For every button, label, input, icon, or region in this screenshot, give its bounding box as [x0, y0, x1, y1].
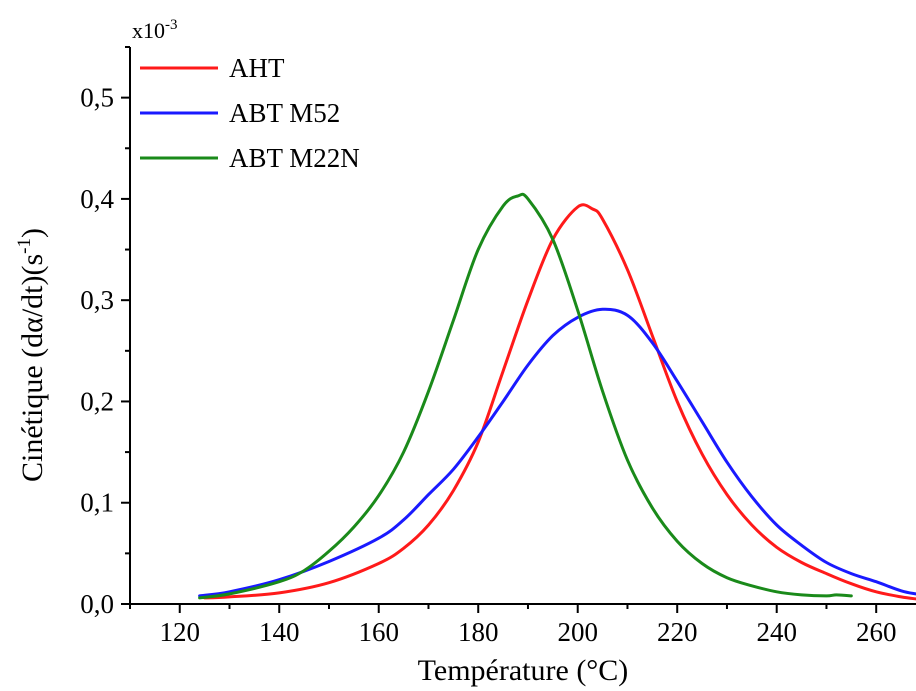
y-tick-label: 0,0	[80, 589, 114, 619]
y-ticks: 0,0 0,1 0,2 0,3 0,4 0,5	[80, 46, 130, 619]
series-line-2	[198, 307, 916, 598]
x-tick-label: 260	[856, 617, 897, 647]
x-tick-label: 140	[259, 617, 300, 647]
x-tick-label: 220	[657, 617, 698, 647]
y-multiplier-base: x10	[132, 18, 165, 43]
y-multiplier: x10-3	[132, 17, 178, 43]
y-tick-label: 0,1	[80, 488, 114, 518]
legend: AHT ABT M52 ABT M22N	[140, 53, 360, 173]
y-axis-title-end: )	[16, 228, 49, 238]
y-tick-label: 0,3	[80, 285, 114, 315]
x-tick-label: 180	[458, 617, 499, 647]
x-tick-label: 120	[159, 617, 200, 647]
legend-label: ABT M52	[229, 98, 340, 128]
y-tick-label: 0,2	[80, 386, 114, 416]
x-axis-title: Température (°C)	[418, 654, 629, 687]
y-axis-title-main: Cinétique (d	[16, 333, 49, 482]
y-tick-label: 0,4	[80, 184, 114, 214]
series-line-1	[203, 203, 916, 601]
legend-label: ABT M22N	[229, 143, 360, 173]
legend-label: AHT	[229, 53, 285, 83]
y-multiplier-exp: -3	[165, 17, 178, 33]
y-axis-title-greek: α	[16, 317, 49, 333]
x-tick-label: 240	[756, 617, 797, 647]
x-ticks: 120 140 160 180 200 220 240 260	[129, 604, 897, 647]
y-axis-title: Cinétique (dα/dt)(s-1)	[14, 228, 49, 482]
x-tick-label: 160	[358, 617, 399, 647]
y-tick-label: 0,5	[80, 83, 114, 113]
axes-layer	[129, 47, 916, 605]
x-tick-label: 200	[557, 617, 598, 647]
series-layer	[198, 192, 916, 601]
series-line-3	[198, 192, 853, 600]
y-axis-title-exp: -1	[14, 238, 35, 254]
y-axis-title-mid: /dt)(s	[16, 254, 49, 317]
